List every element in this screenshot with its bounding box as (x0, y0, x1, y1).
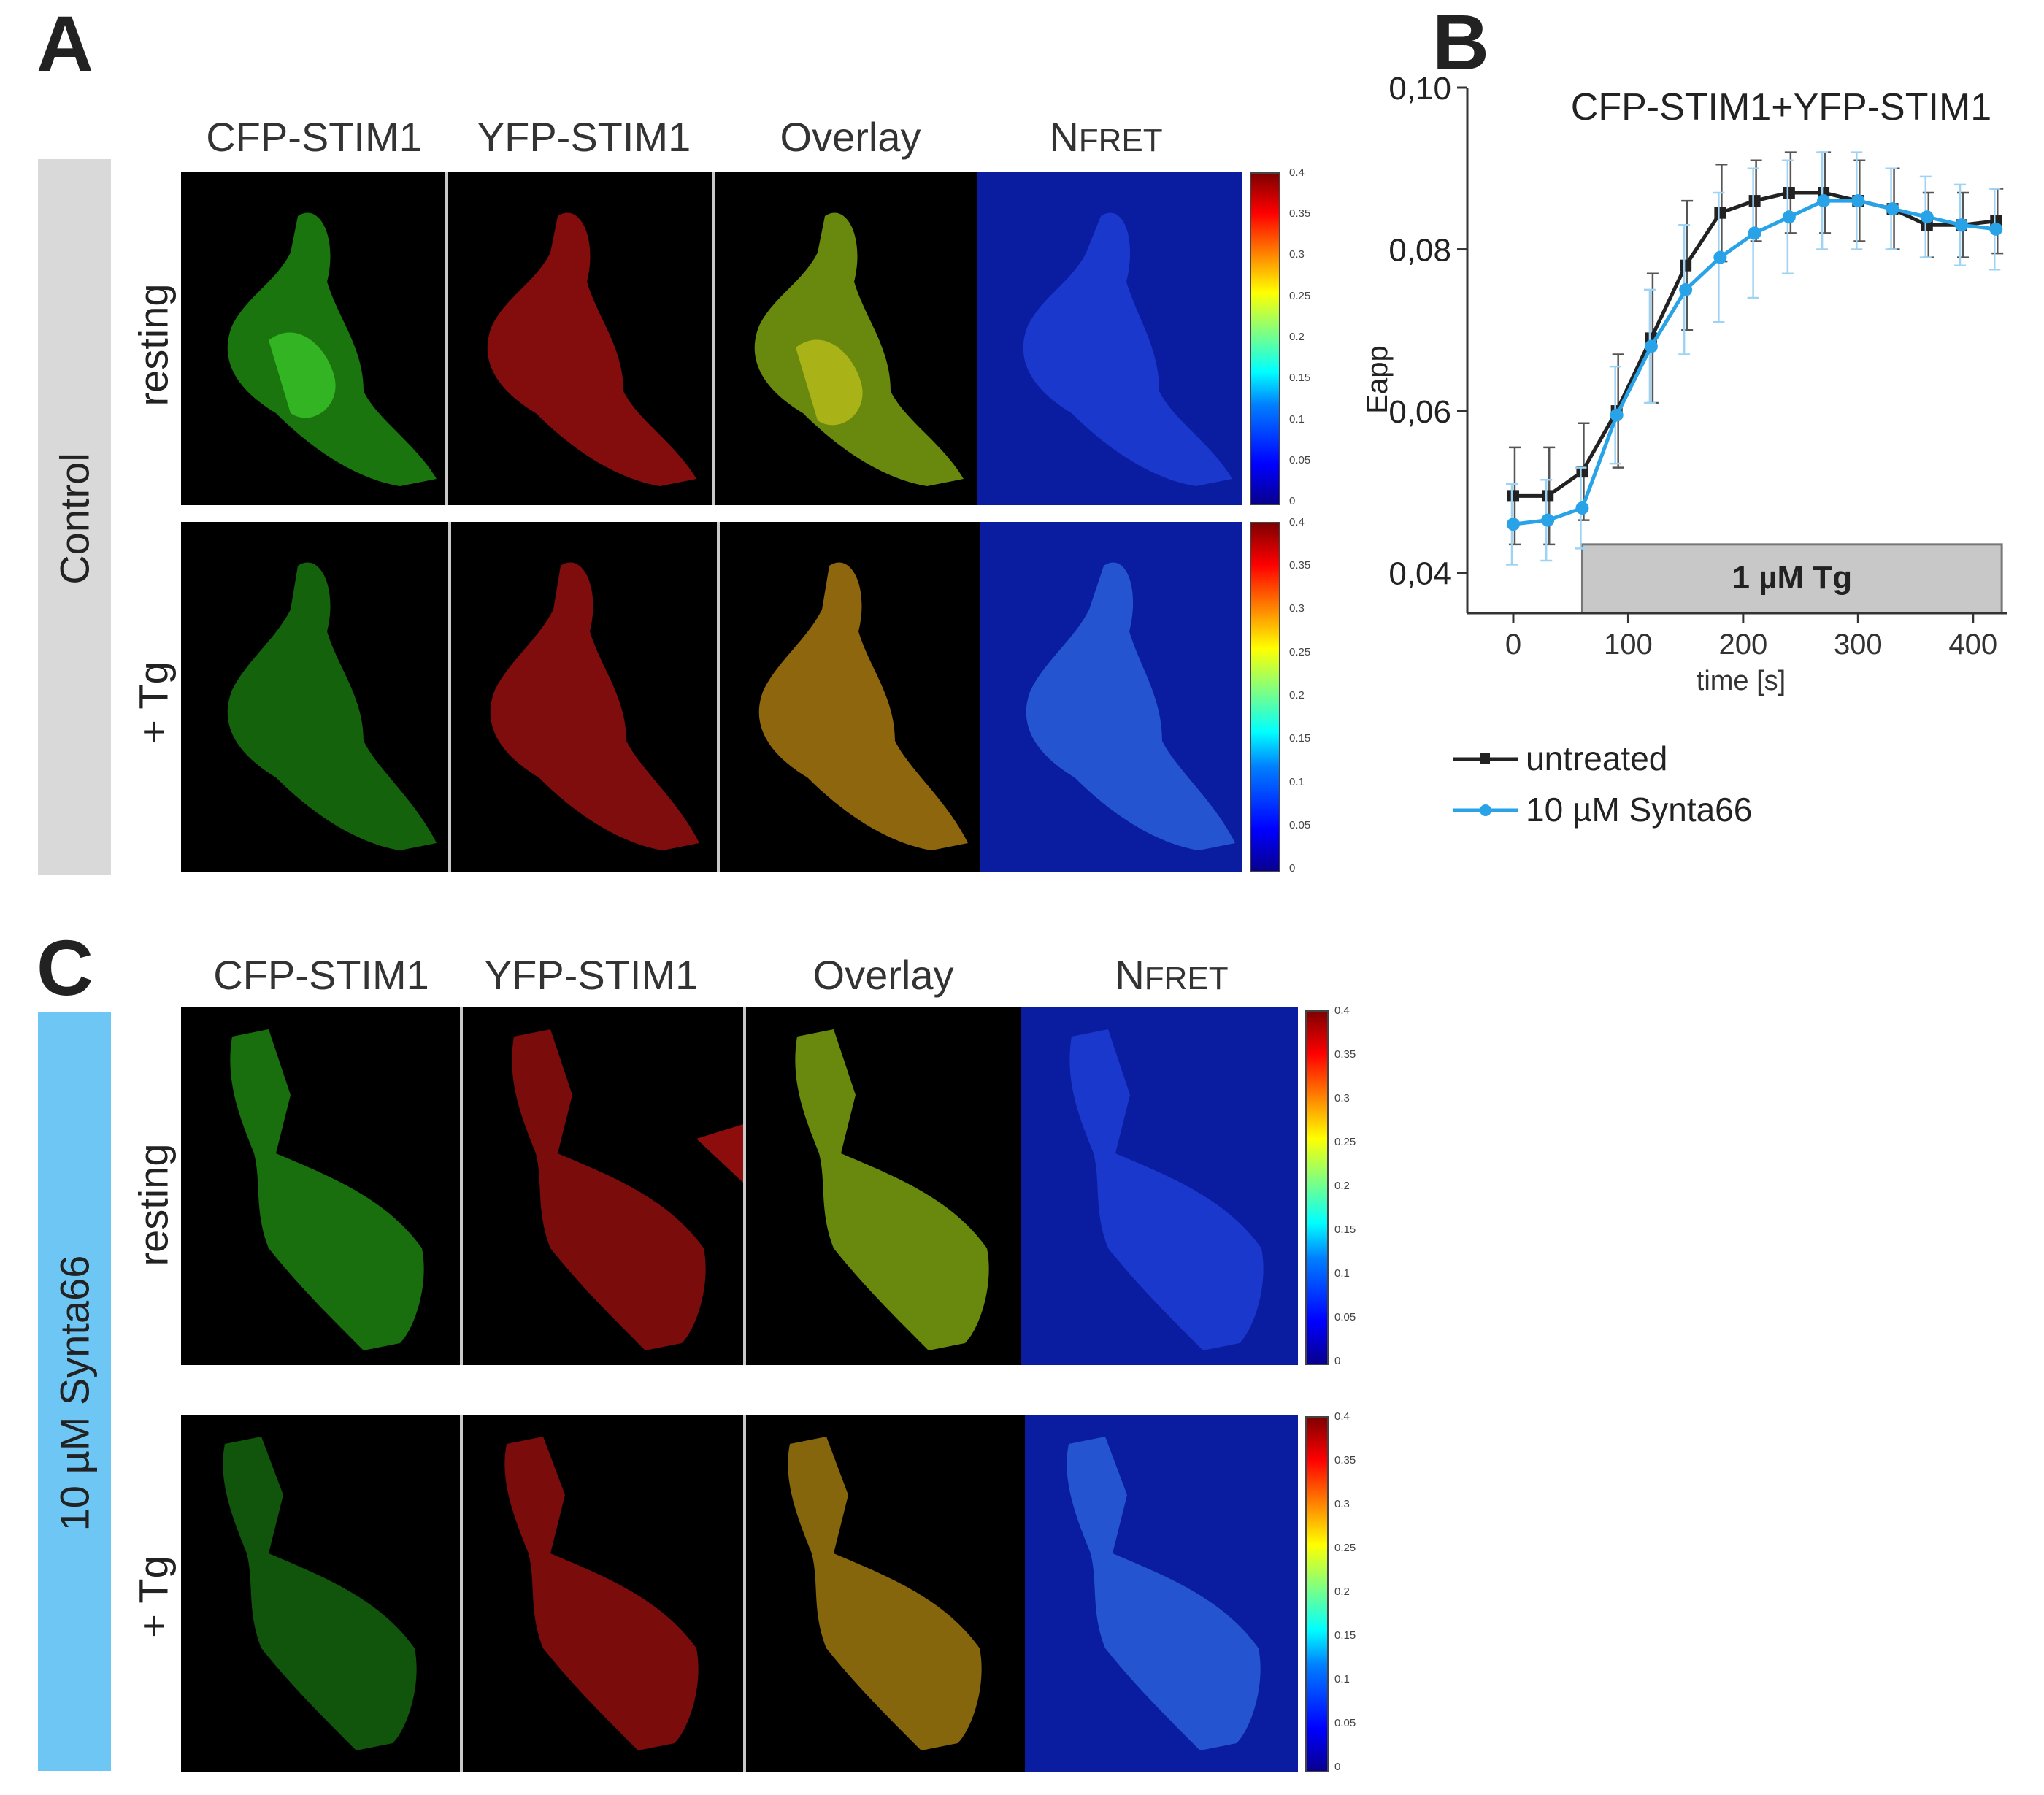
panel-c-row-resting: resting (130, 1143, 177, 1267)
chart-x-label: time [s] (1697, 666, 1786, 696)
panel-c-r2-cfp-image (181, 1415, 460, 1772)
data-point-synta66 (1920, 210, 1934, 224)
data-point-synta66 (1644, 339, 1658, 353)
panel-c-r2-colorbar-ticks: 0.4 0.35 0.3 0.25 0.2 0.15 0.1 0.05 0 (1334, 1410, 1356, 1773)
panel-a-r1-overlay-image (715, 172, 977, 505)
panel-a-r1-yfp-image (448, 172, 712, 505)
panel-c-r2-colorbar (1305, 1416, 1329, 1772)
data-point-synta66 (1989, 222, 2003, 236)
panel-c-row2-images (181, 1415, 1298, 1772)
panel-a-r1-colorbar-ticks: 0.4 0.35 0.3 0.25 0.2 0.15 0.1 0.05 0 (1289, 166, 1311, 507)
data-point-synta66 (1713, 250, 1727, 264)
data-point-synta66 (1886, 202, 1899, 216)
legend-untreated-marker (1480, 753, 1490, 764)
panel-a-r1-colorbar (1250, 172, 1280, 505)
panel-c-r2-yfp-image (463, 1415, 743, 1772)
panel-a-col-cfp: CFP-STIM1 (206, 114, 422, 160)
panel-a-row-tg: + Tg (130, 661, 177, 744)
panel-c-col-cfp: CFP-STIM1 (213, 952, 429, 998)
nfret-n: N (1049, 114, 1079, 160)
panel-c-condition-bar: 10 µM Synta66 (38, 1012, 111, 1771)
nfret-sc: FRET (1078, 123, 1163, 158)
panel-c-r1-overlay-image (746, 1007, 1021, 1365)
chart-title: CFP-STIM1+YFP-STIM1 (1571, 86, 1991, 128)
panel-a-r1-cfp-image (181, 172, 445, 505)
data-point-synta66 (1851, 194, 1865, 208)
data-point-synta66 (1575, 501, 1589, 515)
panel-a-r2-colorbar-ticks: 0.4 0.35 0.3 0.25 0.2 0.15 0.1 0.05 0 (1289, 516, 1311, 875)
data-point-untreated (1748, 195, 1761, 207)
panel-a-col-nfret: NFRET (975, 117, 1237, 158)
panel-c-r2-overlay-image (746, 1415, 1025, 1772)
panel-a-row2-images (181, 522, 1242, 872)
legend: untreated 10 µM Synta66 (1453, 739, 1752, 829)
panel-c-r1-nfret-image (1021, 1007, 1298, 1365)
panel-c-col-yfp: YFP-STIM1 (484, 952, 699, 998)
panel-a-col-yfp: YFP-STIM1 (477, 114, 691, 160)
panel-c-col-overlay: Overlay (812, 952, 954, 998)
panel-a-condition-bar: Control (38, 159, 111, 875)
panel-c-r1-cfp-image (181, 1007, 460, 1365)
x-tick-label: 200 (1718, 629, 1767, 661)
y-tick-label: 0,10 (1388, 73, 1451, 107)
data-point-synta66 (1748, 226, 1761, 240)
panel-b-label: B (1432, 0, 1489, 86)
data-point-synta66 (1679, 282, 1693, 296)
data-point-untreated (1680, 259, 1692, 272)
y-tick-label: 0,04 (1388, 556, 1451, 592)
panel-c-r1-colorbar (1305, 1010, 1329, 1365)
x-tick-label: 0 (1505, 629, 1521, 661)
data-point-untreated (1783, 187, 1795, 199)
panel-c-condition-label: 10 µM Synta66 (51, 1255, 98, 1531)
panel-c-col-nfret: NFRET (1040, 955, 1303, 996)
data-point-synta66 (1506, 518, 1520, 531)
panel-c-r2-nfret-image (1025, 1415, 1298, 1772)
data-point-untreated (1576, 466, 1588, 478)
x-tick-label: 400 (1948, 629, 1997, 661)
legend-untreated-label: untreated (1526, 739, 1667, 777)
panel-a-r2-cfp-image (181, 522, 448, 872)
panel-c-row-tg: + Tg (130, 1556, 177, 1638)
panel-a-col-overlay: Overlay (780, 114, 921, 160)
panel-a-row-resting: resting (130, 283, 177, 407)
data-point-synta66 (1541, 513, 1555, 527)
panel-c-r1-yfp-image (463, 1007, 743, 1365)
data-point-synta66 (1955, 218, 1969, 232)
plot-area: 1 µM Tg 0,04 0,06 0,08 0,10 0 100 200 300 400 (1388, 73, 2008, 661)
legend-synta-marker (1480, 804, 1491, 816)
panel-c-row1-images (181, 1007, 1298, 1365)
y-tick-label: 0,06 (1388, 394, 1451, 430)
panel-c-label: C (36, 923, 93, 1012)
data-point-untreated (1507, 490, 1519, 502)
panel-b-chart: CFP-STIM1+YFP-STIM1 Eapp time [s] 1 µM T… (1361, 73, 2008, 829)
panel-a-r2-yfp-image (451, 522, 717, 872)
panel-a-r2-overlay-image (720, 522, 980, 872)
y-tick-label: 0,08 (1388, 233, 1451, 269)
tg-treatment-label: 1 µM Tg (1732, 560, 1852, 596)
data-point-untreated (1542, 490, 1554, 502)
data-point-synta66 (1817, 194, 1831, 208)
chart-y-label: Eapp (1361, 345, 1394, 413)
panel-a-r2-colorbar (1250, 522, 1280, 872)
legend-synta-label: 10 µM Synta66 (1526, 791, 1752, 829)
panel-a-r2-nfret-image (980, 522, 1242, 872)
nfret-sc: FRET (1144, 961, 1229, 996)
tg-treatment-box (1580, 543, 2003, 615)
x-tick-label: 300 (1834, 629, 1883, 661)
x-tick-label: 100 (1604, 629, 1653, 661)
panel-a-label: A (36, 0, 93, 88)
data-point-untreated (1714, 207, 1726, 219)
panel-a-row1-images (181, 172, 1242, 505)
data-point-synta66 (1610, 408, 1624, 422)
panel-a-r1-nfret-image (977, 172, 1242, 505)
panel-c-r1-colorbar-ticks: 0.4 0.35 0.3 0.25 0.2 0.15 0.1 0.05 0 (1334, 1004, 1356, 1367)
data-point-synta66 (1782, 210, 1796, 224)
nfret-n: N (1115, 952, 1145, 998)
panel-a-condition-label: Control (51, 453, 98, 585)
